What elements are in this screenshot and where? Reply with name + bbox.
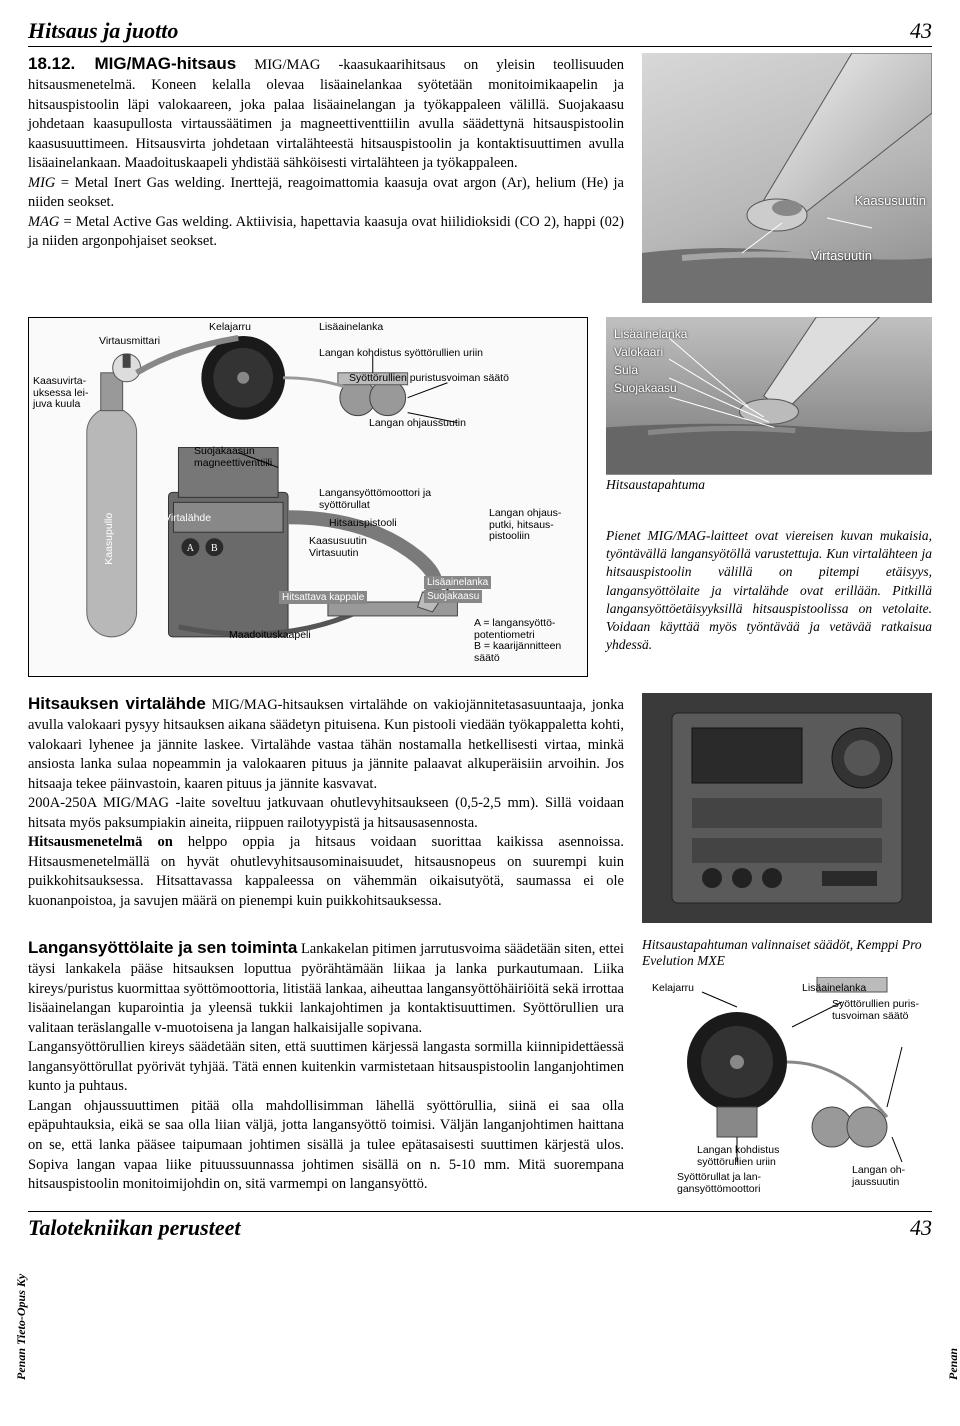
feeder-label-syottorullien: Syöttörullien puris-tusvoiman säätö xyxy=(832,999,927,1022)
intro-block: 18.12. MIG/MAG-hitsaus MIG/MAG -kaasukaa… xyxy=(28,53,932,303)
torch-label-kaasusuutin: Kaasusuutin xyxy=(854,193,926,208)
svg-text:B: B xyxy=(211,543,218,554)
feeder-heading: Langansyöttölaite ja sen toiminta xyxy=(28,938,297,957)
schematic-label-virtalahde: Virtalähde xyxy=(164,513,211,525)
power-source-text: Hitsauksen virtalähde MIG/MAG-hitsauksen… xyxy=(28,693,624,923)
feeder-label-langan-kohdistus: Langan kohdistus syöttörullien uriin xyxy=(697,1145,797,1168)
schematic-label-langan-kohdistus: Langan kohdistus syöttörullien uriin xyxy=(319,348,483,360)
weld-label-valokaari: Valokaari xyxy=(614,345,663,359)
schematic-label-ab-note: A = langansyöttö-potentiometri B = kaari… xyxy=(474,618,584,664)
header-title: Hitsaus ja juotto xyxy=(28,18,178,44)
power-body2: 200A-250A MIG/MAG -laite soveltuu jatkuv… xyxy=(28,795,624,831)
header-page: 43 xyxy=(910,18,932,44)
schematic-label-langansyottomoottori: Langansyöttömoottori ja syöttörullat xyxy=(319,488,439,511)
mig-label: MIG xyxy=(28,175,55,191)
feeder-row: Langansyöttölaite ja sen toiminta Lankak… xyxy=(28,937,932,1195)
schematic-label-langan-ohjausputki: Langan ohjaus-putki, hitsaus-pistooliin xyxy=(489,508,579,543)
diagram-right-column: Lisäainelanka Valokaari Sula Suojakaasu … xyxy=(606,317,932,677)
footer-page: 43 xyxy=(910,1215,932,1241)
side-credit-left: Penan Tieto-Opus Ky xyxy=(14,1274,29,1380)
schematic-label-kaasusuutin: Kaasusuutin xyxy=(309,536,367,548)
section-heading-migmag: 18.12. MIG/MAG-hitsaus xyxy=(28,54,236,73)
torch-illustration: Kaasusuutin Virtasuutin xyxy=(642,53,932,303)
mag-label: MAG xyxy=(28,214,59,230)
power-heading: Hitsauksen virtalähde xyxy=(28,694,206,713)
weld-label-lisaainelanka: Lisäainelanka xyxy=(614,327,687,341)
diagram-row: A B Kelajarru Lisäainelanka Virtausmitta… xyxy=(28,317,932,677)
weld-label-sula: Sula xyxy=(614,363,638,377)
side-note-text: Pienet MIG/MAG-laitteet ovat viereisen k… xyxy=(606,527,932,655)
schematic-label-syottorullien: Syöttörullien puristusvoiman säätö xyxy=(349,373,509,385)
schematic-label-suojakaasun: Suojakaasun magneettiventtiili xyxy=(194,446,304,469)
schematic-label-kaasuvirtaus: Kaasuvirta-uksessa lei-juva kuula xyxy=(33,376,91,411)
feeder-text: Langansyöttölaite ja sen toiminta Lankak… xyxy=(28,937,624,1195)
footer-title: Talotekniikan perusteet xyxy=(28,1215,240,1241)
schematic-label-lisaainelanka2: Lisäainelanka xyxy=(424,576,491,589)
intro-text: 18.12. MIG/MAG-hitsaus MIG/MAG -kaasukaa… xyxy=(28,53,624,303)
intro-lead: MIG/MAG -kaasukaarihitsaus on yleisin te… xyxy=(28,57,624,171)
feeder-body2: Langansyöttörullien kireys säädetään sit… xyxy=(28,1039,624,1094)
feeder-label-kelajarru: Kelajarru xyxy=(652,983,694,995)
schematic-label-kelajarru: Kelajarru xyxy=(209,322,251,334)
feeder-label-lisaainelanka: Lisäainelanka xyxy=(802,983,866,995)
schematic-label-kaasupullo: Kaasupullo xyxy=(104,513,116,565)
weld-event-illustration: Lisäainelanka Valokaari Sula Suojakaasu xyxy=(606,317,932,467)
feeder-diagram: Kelajarru Lisäainelanka Syöttörullien pu… xyxy=(642,977,932,1187)
schematic-label-virtausmittari: Virtausmittari xyxy=(99,336,160,348)
mig-text: = Metal Inert Gas welding. Inerttejä, re… xyxy=(28,175,624,211)
side-credit-right: Penan Tieto-Opus Ky xyxy=(946,1348,960,1380)
torch-label-virtasuutin: Virtasuutin xyxy=(811,248,872,263)
feeder-label-syottorullat: Syöttörullat ja lan-gansyöttömoottori xyxy=(677,1172,797,1195)
panel-caption: Hitsaustapahtuman valinnaiset säädöt, Ke… xyxy=(642,937,932,969)
schematic-label-suojakaasu: Suojakaasu xyxy=(424,590,482,603)
feeder-right-column: Hitsaustapahtuman valinnaiset säädöt, Ke… xyxy=(642,937,932,1195)
mag-text: = Metal Active Gas welding. Aktiivisia, … xyxy=(28,214,624,250)
schematic-label-maadoitus: Maadoituskaapeli xyxy=(229,630,311,642)
weld-event-caption: Hitsaustapahtuma xyxy=(606,477,932,493)
svg-text:A: A xyxy=(187,543,195,554)
schematic-label-lisaainelanka: Lisäainelanka xyxy=(319,322,383,334)
schematic-label-hitsauspistooli: Hitsauspistooli xyxy=(329,518,397,530)
schematic-label-virtasuutin: Virtasuutin xyxy=(309,548,358,560)
page-header: Hitsaus ja juotto 43 xyxy=(28,18,932,47)
feeder-label-langan-ohjaus: Langan oh-jaussuutin xyxy=(852,1165,927,1188)
power-method-label: Hitsausmenetelmä on xyxy=(28,834,173,850)
schematic-label-langan-ohjaussuutin: Langan ohjaussuutin xyxy=(369,418,466,430)
schematic-label-hitsattava: Hitsattava kappale xyxy=(279,591,367,604)
weld-label-suojakaasu: Suojakaasu xyxy=(614,381,677,395)
power-source-row: Hitsauksen virtalähde MIG/MAG-hitsauksen… xyxy=(28,693,932,923)
control-panel-photo xyxy=(642,693,932,923)
equipment-schematic: A B Kelajarru Lisäainelanka Virtausmitta… xyxy=(28,317,588,677)
feeder-body3: Langan ohjaussuuttimen pitää olla mahdol… xyxy=(28,1098,624,1192)
page-footer: Talotekniikan perusteet 43 xyxy=(28,1211,932,1241)
